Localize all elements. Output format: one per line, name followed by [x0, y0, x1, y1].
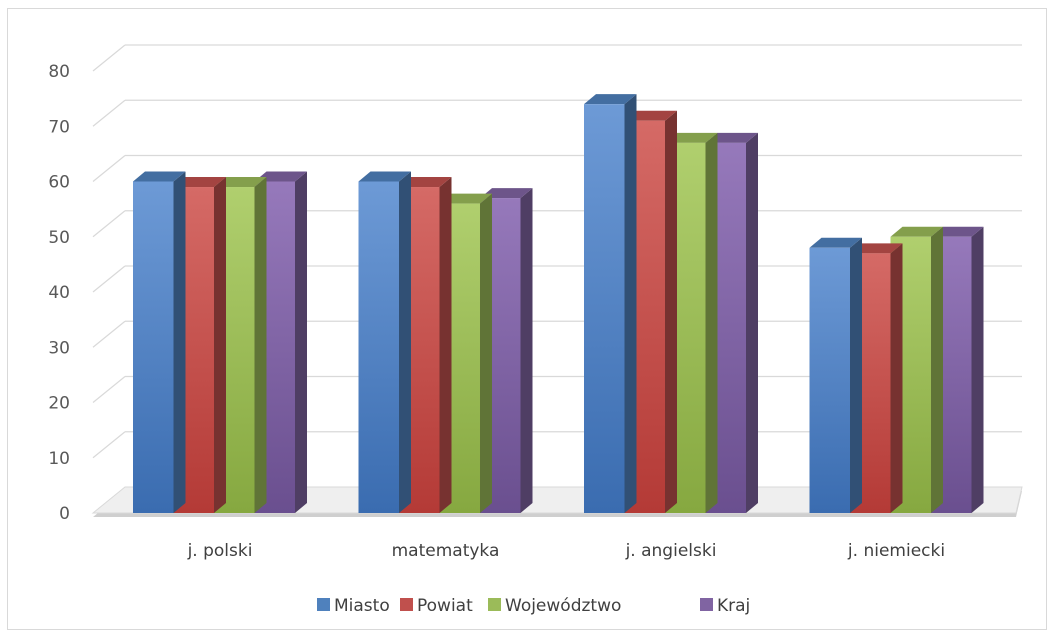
bar-top — [254, 171, 307, 182]
legend-swatch — [400, 598, 413, 611]
bar-side — [705, 132, 718, 513]
y-tick-label: 70 — [48, 117, 70, 137]
legend-label: Województwo — [505, 596, 621, 616]
y-tick-label: 0 — [59, 504, 70, 524]
bar-side — [665, 110, 677, 513]
x-axis-categories: j. polski matematyka j. angielski j. niemie… — [187, 541, 946, 561]
bar-side — [254, 177, 267, 513]
y-axis-ticks: 0 10 20 30 40 50 60 70 80 — [48, 62, 70, 524]
bar — [809, 237, 862, 514]
bar-side — [295, 171, 307, 513]
y-tick-label: 60 — [48, 173, 70, 193]
category-label: matematyka — [392, 541, 500, 561]
legend-item: Kraj — [700, 596, 750, 616]
legend-item: Powiat — [400, 596, 473, 616]
bar-top — [358, 171, 411, 182]
gridline-slant — [92, 99, 126, 127]
bar-top — [850, 243, 903, 254]
bar — [665, 132, 718, 513]
bar — [133, 171, 186, 513]
bar-side — [971, 226, 984, 513]
bar-front — [358, 181, 399, 513]
bar-side — [746, 132, 758, 513]
gridline-slant — [92, 44, 126, 72]
bar-top — [665, 132, 718, 143]
bar-top — [173, 177, 226, 188]
bar-top — [133, 171, 186, 182]
bar-front — [809, 247, 850, 514]
bar-top — [584, 94, 637, 105]
legend-swatch — [317, 598, 330, 611]
bar-side — [214, 177, 226, 513]
bar-side — [399, 171, 411, 513]
bar-side — [520, 188, 533, 513]
bar-top — [214, 177, 267, 188]
gridline-slant — [92, 431, 126, 459]
category-label: j. angielski — [625, 541, 717, 561]
gridline-slant — [92, 320, 126, 348]
bar — [584, 94, 637, 514]
bar-side — [931, 226, 943, 513]
bar-top — [624, 110, 677, 121]
bar-side — [173, 171, 186, 513]
bar-top — [439, 193, 492, 204]
legend-item: Województwo — [488, 596, 621, 616]
legend-item: Miasto — [317, 596, 390, 616]
gridline-slant — [92, 210, 126, 238]
bar-side — [439, 177, 452, 513]
bar-top — [890, 226, 943, 237]
bar-side — [890, 243, 903, 513]
bar-side — [480, 193, 492, 513]
legend-label: Miasto — [334, 596, 390, 616]
legend-label: Kraj — [717, 596, 750, 616]
y-tick-label: 20 — [48, 394, 70, 414]
bar — [358, 171, 411, 513]
bar-top — [809, 237, 862, 248]
category-label: j. polski — [187, 541, 253, 561]
legend-label: Powiat — [417, 596, 473, 616]
legend-swatch — [488, 598, 501, 611]
legend-swatch — [700, 598, 713, 611]
bar-top — [480, 188, 533, 199]
bar-side — [850, 237, 862, 514]
gridline-slant — [92, 265, 126, 293]
gridline-slant — [92, 155, 126, 182]
bar-top — [931, 226, 984, 237]
bars — [133, 94, 984, 514]
y-tick-label: 10 — [48, 449, 70, 469]
bar-front — [133, 181, 174, 513]
bar-top — [705, 132, 758, 143]
y-tick-label: 50 — [48, 228, 70, 248]
legend: Miasto Powiat Województwo Kraj — [317, 596, 750, 616]
y-tick-label: 40 — [48, 283, 70, 303]
bar-top — [399, 177, 452, 188]
y-tick-label: 30 — [48, 338, 70, 358]
bar-front — [584, 104, 625, 514]
bar-side — [624, 94, 637, 514]
category-label: j. niemiecki — [847, 541, 945, 561]
gridline-slant — [92, 376, 126, 403]
y-tick-label: 80 — [48, 62, 70, 82]
